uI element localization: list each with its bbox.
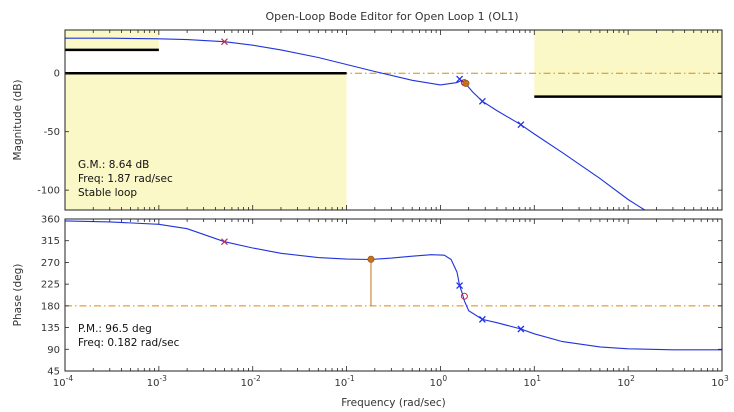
pole-marker [456, 282, 464, 290]
y-tick-label: 360 [41, 215, 60, 226]
margin-info-text: G.M.: 8.64 dB [78, 159, 149, 171]
margin-info-text: P.M.: 96.5 deg [78, 323, 152, 335]
y-tick-label: 270 [41, 258, 60, 269]
plot-frame [64, 218, 723, 372]
x-tick-label: 10-1 [334, 374, 354, 389]
zero-marker [460, 292, 468, 300]
y-tick-label: 180 [41, 301, 60, 312]
plot-background [65, 219, 722, 371]
x-tick-label: 103 [711, 374, 729, 389]
y-tick-label: 45 [47, 367, 60, 378]
magnitude-axis-label: Magnitude (dB) [12, 79, 24, 160]
x-tick-label: 102 [617, 374, 635, 389]
magnitude-plot-area [65, 30, 722, 210]
margin-info-text: Stable loop [78, 187, 137, 199]
zero-marker [221, 38, 228, 46]
phase-curve [65, 220, 722, 351]
x-tick-label: 100 [430, 374, 448, 389]
y-tick-label: -50 [44, 127, 60, 138]
phase-margin-marker [367, 255, 375, 263]
plot-frame [64, 29, 723, 211]
magnitude-curve [65, 37, 645, 210]
design-constraint-region [534, 30, 722, 97]
pole-marker [478, 97, 486, 105]
phase-plot[interactable]: 45 90 135 180 225 270 315 360 Phase (deg) P.M.: 9… [12, 215, 729, 410]
margin-info-text: Freq: 1.87 rad/sec [78, 173, 173, 185]
pole-marker [517, 121, 525, 129]
magnitude-plot[interactable]: -100 -50 0 Magnitude (dB) G.M.: 8.64 dB Freq:… [12, 29, 723, 211]
y-tick-label: 0 [54, 69, 60, 80]
zero-marker [221, 238, 228, 246]
y-tick-label: 225 [41, 280, 60, 291]
frequency-axis-label: Frequency (rad/sec) [341, 397, 445, 409]
phase-axis-label: Phase (deg) [12, 264, 24, 327]
margin-info-text: Freq: 0.182 rad/sec [78, 337, 180, 349]
design-constraint-region [65, 30, 159, 50]
y-tick-label: 315 [41, 236, 60, 247]
y-tick-label: -100 [37, 186, 60, 197]
y-tick-label: 90 [47, 345, 60, 356]
phase-plot-area [65, 220, 722, 351]
x-tick-label: 101 [524, 374, 542, 389]
design-constraint-region [65, 73, 347, 210]
x-tick-label: 10-4 [53, 374, 73, 389]
x-tick-label: 10-3 [147, 374, 167, 389]
y-tick-label: 135 [41, 323, 60, 334]
pole-marker [517, 325, 525, 333]
pole-marker [456, 75, 464, 83]
pole-marker [478, 315, 486, 323]
figure-title: Open-Loop Bode Editor for Open Loop 1 (O… [265, 10, 518, 23]
x-tick-label: 10-2 [241, 374, 261, 389]
gain-margin-marker [462, 79, 470, 87]
